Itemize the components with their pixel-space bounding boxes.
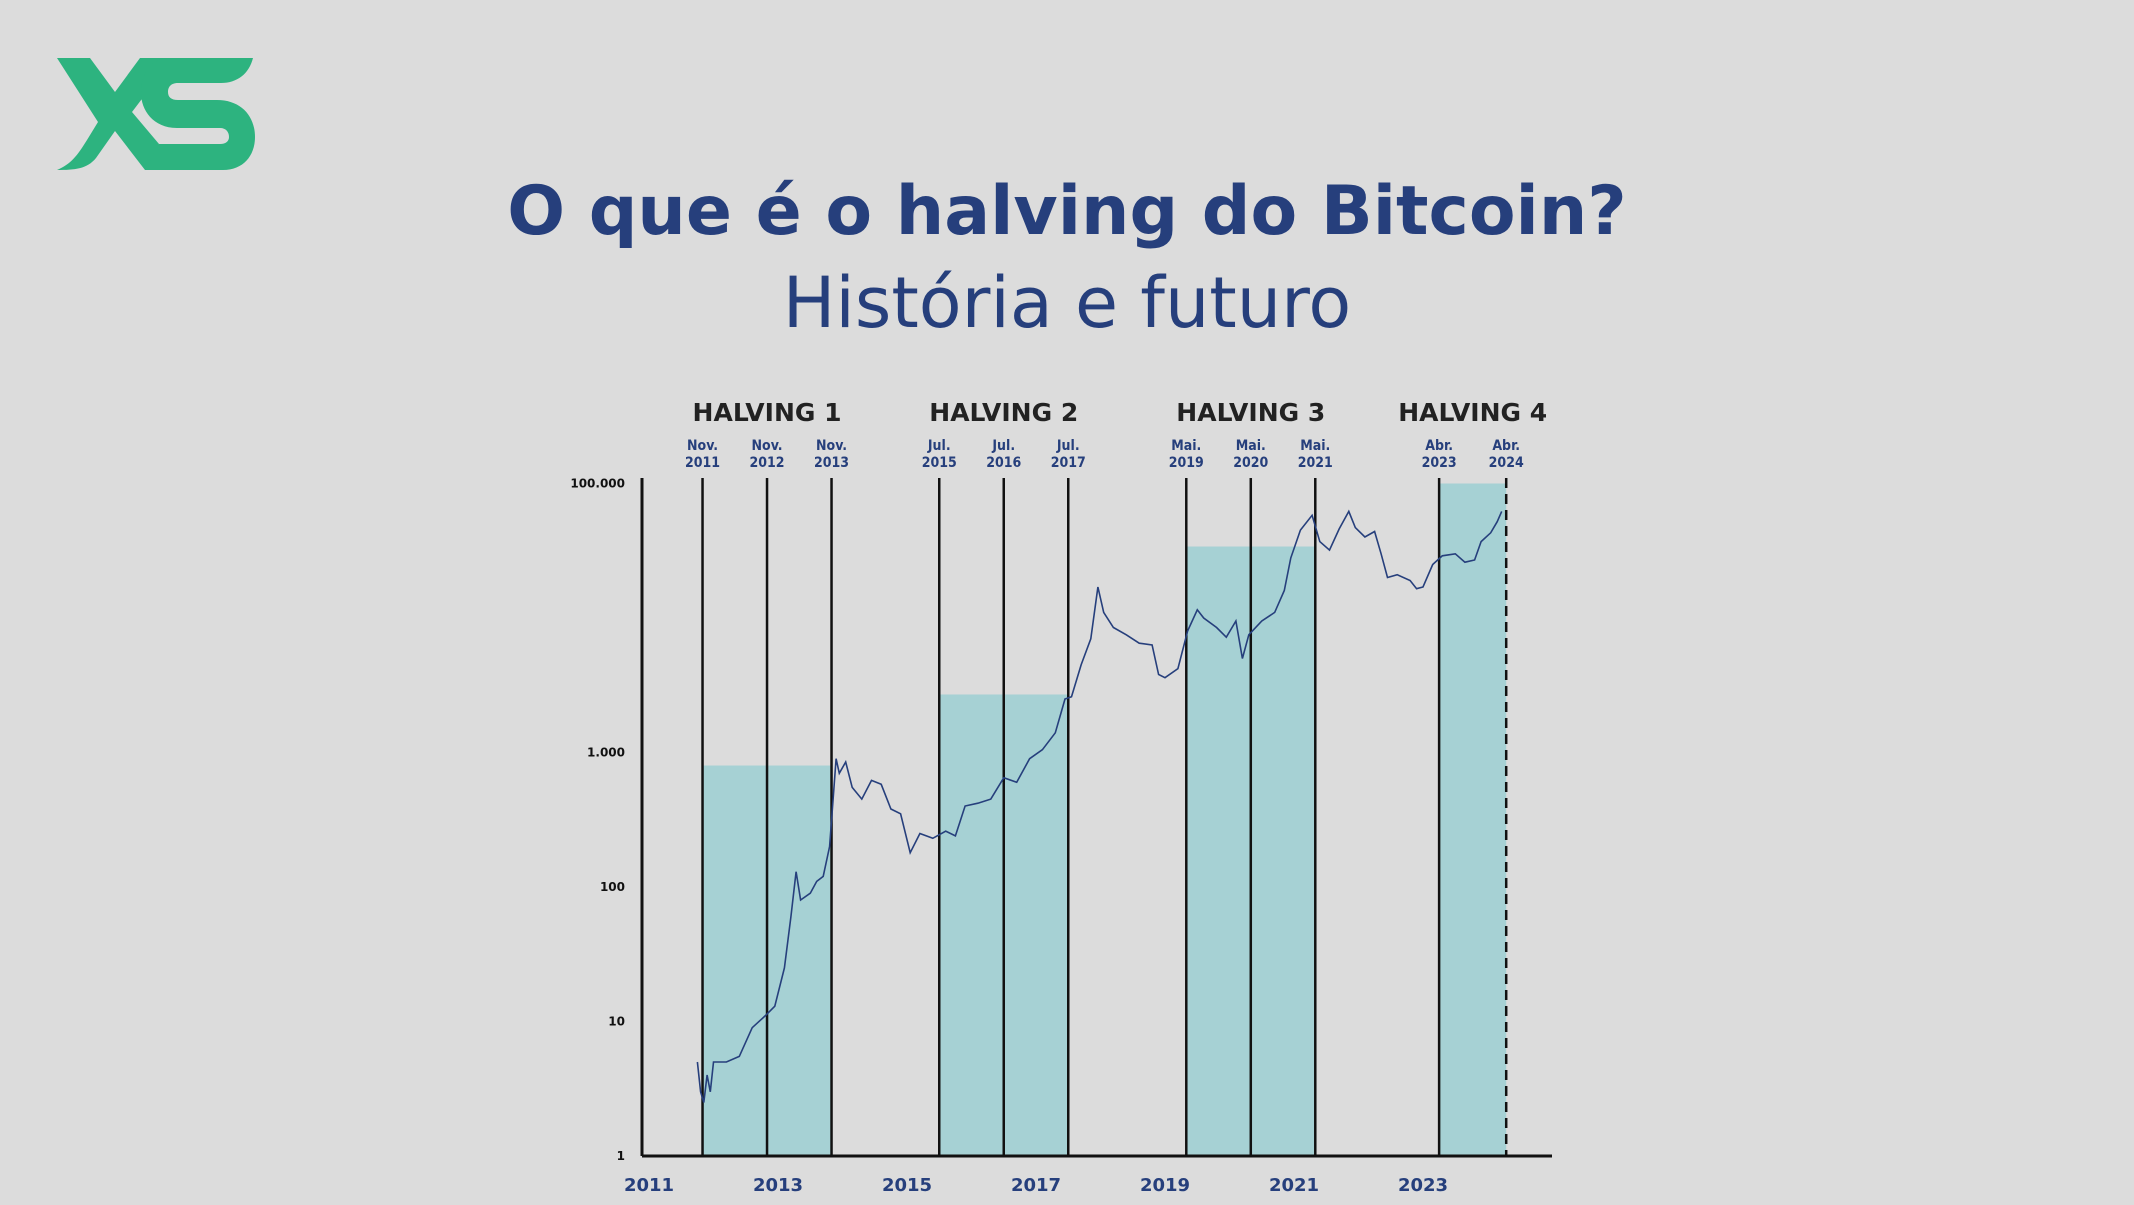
halving-label: HALVING 4 (1398, 398, 1547, 427)
y-tick-label: 1.000 (587, 746, 625, 760)
halving-year-label: 2023 (1422, 455, 1457, 471)
halving-year-label: 2011 (685, 455, 720, 471)
halving-month-label: Abr. (1492, 438, 1520, 454)
x-tick-label: 2011 (624, 1175, 674, 1196)
x-tick-label: 2015 (882, 1175, 932, 1196)
x-tick-label: 2017 (1011, 1175, 1061, 1196)
halving-year-label: 2015 (922, 455, 957, 471)
page-subtitle: História e futuro (782, 262, 1352, 344)
halving-month-label: Nov. (816, 438, 847, 454)
halving-year-label: 2024 (1489, 455, 1524, 471)
x-tick-label: 2023 (1398, 1175, 1448, 1196)
halving-month-label: Mai. (1236, 438, 1266, 454)
halving-period-4 (1439, 483, 1507, 1156)
halving-month-label: Jul. (927, 438, 951, 454)
halving-year-label: 2012 (750, 455, 785, 471)
halving-month-label: Nov. (687, 438, 718, 454)
halving-label: HALVING 3 (1176, 398, 1325, 427)
halving-month-label: Nov. (752, 438, 783, 454)
halving-year-label: 2021 (1298, 455, 1333, 471)
x-tick-label: 2013 (753, 1175, 803, 1196)
x-tick-label: 2021 (1269, 1175, 1319, 1196)
halving-month-label: Mai. (1300, 438, 1330, 454)
halving-month-label: Mai. (1171, 438, 1201, 454)
halving-month-label: Jul. (991, 438, 1015, 454)
y-tick-label: 10 (608, 1015, 625, 1029)
halving-year-label: 2017 (1051, 455, 1086, 471)
y-tick-label: 100.000 (570, 477, 625, 491)
halving-year-label: 2019 (1169, 455, 1204, 471)
y-tick-label: 100 (600, 880, 625, 894)
xs-logo (57, 58, 255, 170)
btc-price-line (696, 509, 1503, 1103)
halving-label: HALVING 1 (693, 398, 842, 427)
halving-year-label: 2013 (814, 455, 849, 471)
halving-label: HALVING 2 (929, 398, 1078, 427)
y-tick-label: 1 (617, 1149, 625, 1163)
halving-year-label: 2016 (986, 455, 1021, 471)
page-title: O que é o halving do Bitcoin? (507, 172, 1627, 251)
halving-month-label: Abr. (1425, 438, 1453, 454)
x-tick-label: 2019 (1140, 1175, 1190, 1196)
halving-year-label: 2020 (1233, 455, 1268, 471)
halving-month-label: Jul. (1056, 438, 1080, 454)
